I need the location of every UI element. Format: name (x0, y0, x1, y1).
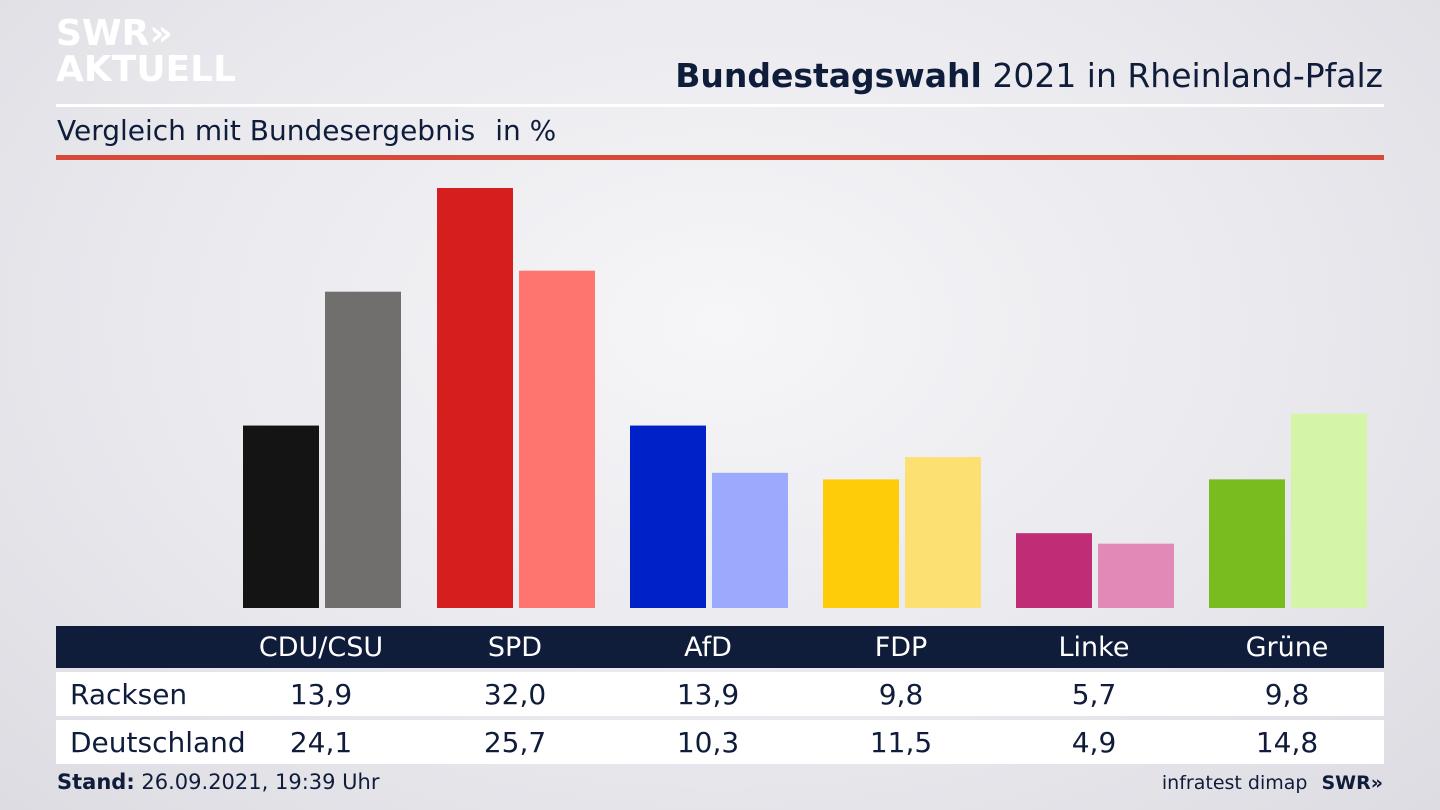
logo-line-1: SWR» (56, 13, 173, 54)
table-cell: 10,3 (676, 725, 740, 759)
results-table: CDU/CSU SPD AfD FDP Linke Grüne Racksen 13,9 3… (56, 626, 1384, 764)
title-bold: Bundestagswahl (675, 56, 982, 95)
subtitle-text: Vergleich mit Bundesergebnis (57, 114, 476, 147)
bar-spd-deutschland (519, 270, 595, 608)
bar-linke-racksen (1016, 533, 1092, 608)
table-cell: 4,9 (1071, 725, 1117, 759)
subtitle-divider (56, 155, 1384, 160)
bar-afd-racksen (630, 425, 706, 608)
header-divider (56, 104, 1384, 107)
table-header-row: CDU/CSU SPD AfD FDP Linke Grüne (56, 626, 1384, 668)
table-cell: 11,5 (869, 725, 933, 759)
column-header: FDP (874, 631, 928, 663)
table-row: Racksen 13,9 32,0 13,9 9,8 5,7 9,8 (56, 672, 1384, 716)
swr-aktuell-logo: SWR» AKTUELL (56, 16, 236, 88)
table-cell: 13,9 (289, 677, 353, 711)
stand-value: 26.09.2021, 19:39 Uhr (134, 770, 380, 794)
column-header: Grüne (1245, 631, 1329, 663)
column-header: Linke (1058, 631, 1130, 663)
page-title: Bundestagswahl 2021 in Rheinland-Pfalz (675, 56, 1383, 95)
bar-fdp-racksen (823, 479, 899, 608)
bar-grüne-deutschland (1291, 413, 1367, 608)
bar-linke-deutschland (1098, 543, 1174, 608)
table-cell: 25,7 (483, 725, 547, 759)
timestamp: Stand: 26.09.2021, 19:39 Uhr (57, 770, 380, 794)
table-cell: 9,8 (1264, 677, 1310, 711)
chart-subtitle: Vergleich mit Bundesergebnis in % (57, 114, 556, 147)
table-cell: 9,8 (878, 677, 924, 711)
column-header: SPD (487, 631, 543, 663)
bar-fdp-deutschland (905, 457, 981, 608)
table-row: Deutschland 24,1 25,7 10,3 11,5 4,9 14,8 (56, 720, 1384, 764)
row-label: Deutschland (70, 725, 246, 759)
bar-grüne-racksen (1209, 479, 1285, 608)
table-cell: 13,9 (676, 677, 740, 711)
table-cell: 5,7 (1071, 677, 1117, 711)
swr-brand-logo: SWR» (1321, 772, 1383, 794)
column-header: AfD (684, 631, 732, 663)
source-label: infratest dimap (1161, 772, 1308, 794)
logo-line-2: AKTUELL (56, 49, 237, 90)
table-cell: 14,8 (1255, 725, 1319, 759)
bar-cdu-csu-deutschland (325, 291, 401, 608)
bar-spd-racksen (437, 188, 513, 608)
bar-afd-deutschland (712, 472, 788, 608)
table-cell: 32,0 (483, 677, 547, 711)
source-credit: infratest dimap SWR» (1162, 772, 1383, 794)
row-label: Racksen (70, 677, 188, 711)
column-header: CDU/CSU (258, 631, 384, 663)
stand-label: Stand: (57, 770, 135, 794)
table-cell: 24,1 (289, 725, 353, 759)
title-rest: 2021 in Rheinland-Pfalz (981, 56, 1383, 95)
unit-label: in % (495, 114, 557, 147)
bar-cdu-csu-racksen (243, 425, 319, 608)
